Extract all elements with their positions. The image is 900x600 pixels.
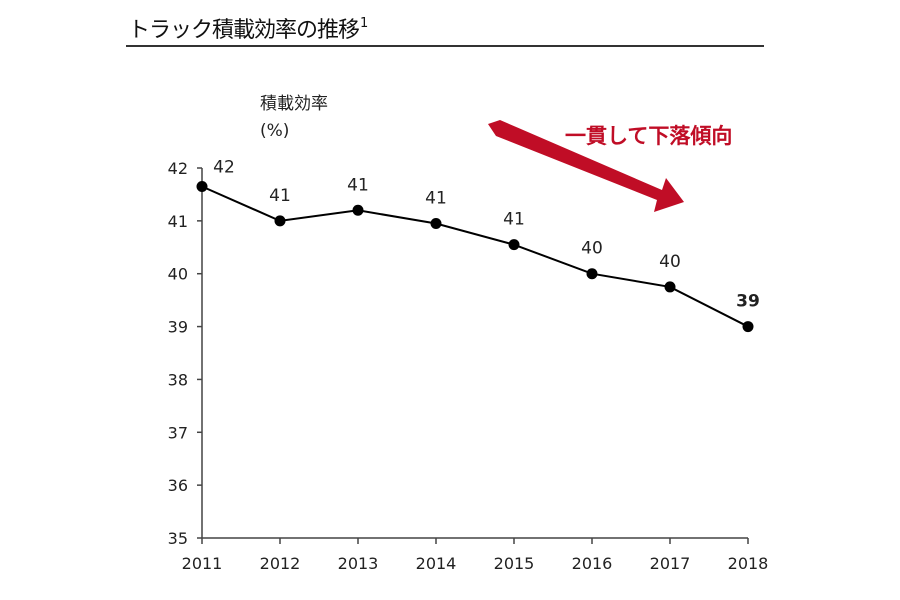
data-point bbox=[196, 181, 208, 192]
data-point bbox=[430, 218, 442, 229]
y-axis-title-line-1: 積載効率 bbox=[260, 94, 328, 114]
y-tick-label: 39 bbox=[168, 318, 188, 337]
x-tick-label: 2016 bbox=[572, 554, 613, 573]
trend-callout-text: 一貫して下落傾向 bbox=[565, 124, 732, 148]
x-tick-label: 2018 bbox=[728, 554, 769, 573]
data-label: 41 bbox=[269, 186, 291, 206]
axes bbox=[201, 168, 748, 539]
x-axis-ticks: 2011 2012 2013 2014 2015 2016 2017 2018 bbox=[182, 538, 769, 573]
title-divider bbox=[126, 45, 764, 47]
y-tick-label: 40 bbox=[168, 265, 188, 284]
x-tick-label: 2011 bbox=[182, 554, 223, 573]
y-tick-label: 35 bbox=[168, 529, 188, 548]
x-tick-label: 2015 bbox=[494, 554, 535, 573]
y-axis-title-line-2: (%) bbox=[260, 121, 289, 141]
y-axis-ticks: 35 36 37 38 39 40 41 42 bbox=[168, 159, 202, 548]
y-tick-label: 38 bbox=[168, 370, 188, 389]
data-label: 41 bbox=[425, 189, 447, 209]
data-point bbox=[274, 215, 286, 227]
trend-callout: 一貫して下落傾向 bbox=[488, 120, 732, 212]
x-tick-label: 2017 bbox=[650, 554, 691, 573]
data-series bbox=[196, 181, 754, 333]
y-axis-title: 積載効率 (%) bbox=[260, 94, 328, 141]
trend-arrow-icon bbox=[488, 120, 684, 212]
y-tick-label: 41 bbox=[168, 212, 188, 231]
x-tick-label: 2013 bbox=[338, 554, 379, 573]
x-tick-label: 2014 bbox=[416, 554, 457, 573]
data-label: 41 bbox=[503, 210, 525, 230]
data-label: 41 bbox=[347, 175, 369, 195]
y-tick-label: 37 bbox=[168, 423, 188, 442]
data-label: 40 bbox=[581, 239, 603, 259]
chart-title: トラック積載効率の推移1 bbox=[128, 12, 368, 44]
data-point bbox=[742, 321, 754, 333]
data-point bbox=[586, 268, 598, 280]
data-label: 42 bbox=[213, 158, 235, 178]
data-point bbox=[352, 204, 364, 216]
series-line bbox=[201, 185, 749, 328]
data-point bbox=[664, 281, 676, 293]
chart-title-text: トラック積載効率の推移 bbox=[128, 18, 360, 43]
y-tick-label: 42 bbox=[168, 159, 188, 178]
title-footnote: 1 bbox=[360, 16, 368, 31]
data-label: 40 bbox=[659, 252, 681, 272]
data-labels: 42 41 41 41 41 40 40 39 bbox=[213, 158, 760, 312]
data-point bbox=[508, 239, 520, 251]
y-tick-label: 36 bbox=[168, 476, 188, 495]
data-label: 39 bbox=[736, 292, 760, 312]
x-tick-label: 2012 bbox=[260, 554, 301, 573]
